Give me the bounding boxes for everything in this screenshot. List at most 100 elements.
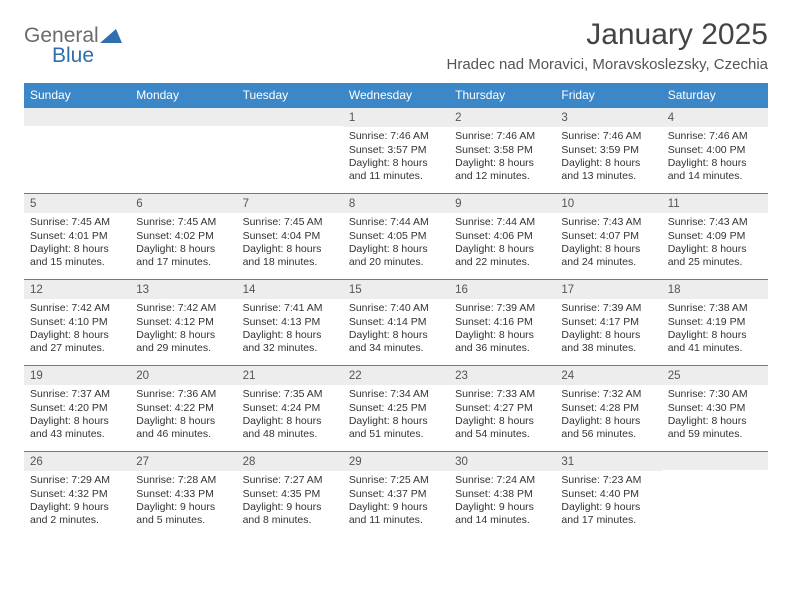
cell-line: Sunset: 4:04 PM bbox=[243, 230, 337, 243]
cell-line: Sunset: 3:57 PM bbox=[349, 144, 443, 157]
cell-line: Daylight: 9 hours and 2 minutes. bbox=[30, 501, 124, 527]
calendar-cell: 6Sunrise: 7:45 AMSunset: 4:02 PMDaylight… bbox=[130, 193, 236, 279]
day-number bbox=[24, 107, 130, 126]
calendar-cell: 2Sunrise: 7:46 AMSunset: 3:58 PMDaylight… bbox=[449, 107, 555, 193]
day-number bbox=[130, 107, 236, 126]
day-number bbox=[237, 107, 343, 126]
cell-line: Daylight: 9 hours and 5 minutes. bbox=[136, 501, 230, 527]
logo: GeneralBlue bbox=[24, 18, 122, 68]
cell-line: Daylight: 8 hours and 25 minutes. bbox=[668, 243, 762, 269]
day-number: 23 bbox=[449, 365, 555, 385]
dow-thursday: Thursday bbox=[449, 83, 555, 107]
cell-line: Sunset: 4:25 PM bbox=[349, 402, 443, 415]
calendar-cell: 19Sunrise: 7:37 AMSunset: 4:20 PMDayligh… bbox=[24, 365, 130, 451]
calendar-cell: 24Sunrise: 7:32 AMSunset: 4:28 PMDayligh… bbox=[555, 365, 661, 451]
cell-line: Sunset: 4:13 PM bbox=[243, 316, 337, 329]
cell-line: Daylight: 9 hours and 17 minutes. bbox=[561, 501, 655, 527]
day-number: 29 bbox=[343, 451, 449, 471]
cell-body: Sunrise: 7:30 AMSunset: 4:30 PMDaylight:… bbox=[662, 385, 768, 447]
cell-line: Sunset: 4:06 PM bbox=[455, 230, 549, 243]
calendar-cell: 9Sunrise: 7:44 AMSunset: 4:06 PMDaylight… bbox=[449, 193, 555, 279]
cell-body: Sunrise: 7:40 AMSunset: 4:14 PMDaylight:… bbox=[343, 299, 449, 361]
cell-line: Sunset: 4:16 PM bbox=[455, 316, 549, 329]
cell-body: Sunrise: 7:35 AMSunset: 4:24 PMDaylight:… bbox=[237, 385, 343, 447]
calendar-week: 12Sunrise: 7:42 AMSunset: 4:10 PMDayligh… bbox=[24, 279, 768, 365]
dow-monday: Monday bbox=[130, 83, 236, 107]
cell-line: Sunrise: 7:32 AM bbox=[561, 388, 655, 401]
cell-body: Sunrise: 7:33 AMSunset: 4:27 PMDaylight:… bbox=[449, 385, 555, 447]
calendar-cell bbox=[662, 451, 768, 537]
cell-line: Sunset: 4:28 PM bbox=[561, 402, 655, 415]
day-number: 17 bbox=[555, 279, 661, 299]
cell-body: Sunrise: 7:43 AMSunset: 4:07 PMDaylight:… bbox=[555, 213, 661, 275]
day-number: 8 bbox=[343, 193, 449, 213]
cell-line: Sunset: 4:07 PM bbox=[561, 230, 655, 243]
cell-line: Daylight: 8 hours and 13 minutes. bbox=[561, 157, 655, 183]
cell-line: Daylight: 8 hours and 38 minutes. bbox=[561, 329, 655, 355]
calendar-cell: 28Sunrise: 7:27 AMSunset: 4:35 PMDayligh… bbox=[237, 451, 343, 537]
calendar-cell: 23Sunrise: 7:33 AMSunset: 4:27 PMDayligh… bbox=[449, 365, 555, 451]
cell-body: Sunrise: 7:46 AMSunset: 3:58 PMDaylight:… bbox=[449, 127, 555, 189]
calendar-cell: 16Sunrise: 7:39 AMSunset: 4:16 PMDayligh… bbox=[449, 279, 555, 365]
cell-line: Daylight: 8 hours and 54 minutes. bbox=[455, 415, 549, 441]
cell-line: Daylight: 9 hours and 14 minutes. bbox=[455, 501, 549, 527]
cell-line: Sunrise: 7:43 AM bbox=[668, 216, 762, 229]
cell-line: Sunrise: 7:28 AM bbox=[136, 474, 230, 487]
day-number: 2 bbox=[449, 107, 555, 127]
day-number: 22 bbox=[343, 365, 449, 385]
cell-line: Sunrise: 7:30 AM bbox=[668, 388, 762, 401]
cell-line: Sunrise: 7:45 AM bbox=[30, 216, 124, 229]
calendar-cell: 3Sunrise: 7:46 AMSunset: 3:59 PMDaylight… bbox=[555, 107, 661, 193]
cell-body: Sunrise: 7:41 AMSunset: 4:13 PMDaylight:… bbox=[237, 299, 343, 361]
cell-body: Sunrise: 7:32 AMSunset: 4:28 PMDaylight:… bbox=[555, 385, 661, 447]
calendar-cell: 25Sunrise: 7:30 AMSunset: 4:30 PMDayligh… bbox=[662, 365, 768, 451]
cell-line: Daylight: 9 hours and 11 minutes. bbox=[349, 501, 443, 527]
day-number: 20 bbox=[130, 365, 236, 385]
cell-line: Sunrise: 7:23 AM bbox=[561, 474, 655, 487]
dow-tuesday: Tuesday bbox=[237, 83, 343, 107]
calendar-cell bbox=[130, 107, 236, 193]
calendar-week: 26Sunrise: 7:29 AMSunset: 4:32 PMDayligh… bbox=[24, 451, 768, 537]
cell-line: Sunset: 4:14 PM bbox=[349, 316, 443, 329]
cell-line: Sunrise: 7:39 AM bbox=[561, 302, 655, 315]
cell-line: Sunrise: 7:46 AM bbox=[349, 130, 443, 143]
cell-body: Sunrise: 7:39 AMSunset: 4:17 PMDaylight:… bbox=[555, 299, 661, 361]
day-number: 11 bbox=[662, 193, 768, 213]
cell-line: Sunrise: 7:41 AM bbox=[243, 302, 337, 315]
cell-line: Daylight: 8 hours and 17 minutes. bbox=[136, 243, 230, 269]
day-number: 4 bbox=[662, 107, 768, 127]
calendar-cell: 31Sunrise: 7:23 AMSunset: 4:40 PMDayligh… bbox=[555, 451, 661, 537]
calendar-week: 19Sunrise: 7:37 AMSunset: 4:20 PMDayligh… bbox=[24, 365, 768, 451]
calendar-cell: 27Sunrise: 7:28 AMSunset: 4:33 PMDayligh… bbox=[130, 451, 236, 537]
cell-body: Sunrise: 7:43 AMSunset: 4:09 PMDaylight:… bbox=[662, 213, 768, 275]
cell-body: Sunrise: 7:45 AMSunset: 4:01 PMDaylight:… bbox=[24, 213, 130, 275]
page-title: January 2025 bbox=[447, 18, 769, 52]
page-subtitle: Hradec nad Moravici, Moravskoslezsky, Cz… bbox=[447, 56, 769, 73]
calendar-cell: 15Sunrise: 7:40 AMSunset: 4:14 PMDayligh… bbox=[343, 279, 449, 365]
cell-body: Sunrise: 7:28 AMSunset: 4:33 PMDaylight:… bbox=[130, 471, 236, 533]
cell-line: Sunrise: 7:43 AM bbox=[561, 216, 655, 229]
cell-line: Sunset: 3:59 PM bbox=[561, 144, 655, 157]
cell-body: Sunrise: 7:46 AMSunset: 3:59 PMDaylight:… bbox=[555, 127, 661, 189]
day-number: 19 bbox=[24, 365, 130, 385]
cell-line: Sunset: 4:00 PM bbox=[668, 144, 762, 157]
cell-line: Sunrise: 7:45 AM bbox=[243, 216, 337, 229]
calendar-cell: 30Sunrise: 7:24 AMSunset: 4:38 PMDayligh… bbox=[449, 451, 555, 537]
cell-body: Sunrise: 7:44 AMSunset: 4:05 PMDaylight:… bbox=[343, 213, 449, 275]
day-number: 5 bbox=[24, 193, 130, 213]
logo-triangle-icon bbox=[100, 29, 122, 48]
cell-body: Sunrise: 7:44 AMSunset: 4:06 PMDaylight:… bbox=[449, 213, 555, 275]
calendar-cell: 20Sunrise: 7:36 AMSunset: 4:22 PMDayligh… bbox=[130, 365, 236, 451]
day-number: 31 bbox=[555, 451, 661, 471]
day-number: 25 bbox=[662, 365, 768, 385]
day-number: 21 bbox=[237, 365, 343, 385]
cell-line: Sunset: 4:35 PM bbox=[243, 488, 337, 501]
cell-line: Daylight: 8 hours and 11 minutes. bbox=[349, 157, 443, 183]
cell-line: Sunset: 4:24 PM bbox=[243, 402, 337, 415]
cell-line: Sunrise: 7:25 AM bbox=[349, 474, 443, 487]
cell-line: Daylight: 8 hours and 32 minutes. bbox=[243, 329, 337, 355]
cell-line: Sunset: 4:02 PM bbox=[136, 230, 230, 243]
day-number: 7 bbox=[237, 193, 343, 213]
cell-line: Sunset: 4:33 PM bbox=[136, 488, 230, 501]
calendar-cell: 26Sunrise: 7:29 AMSunset: 4:32 PMDayligh… bbox=[24, 451, 130, 537]
